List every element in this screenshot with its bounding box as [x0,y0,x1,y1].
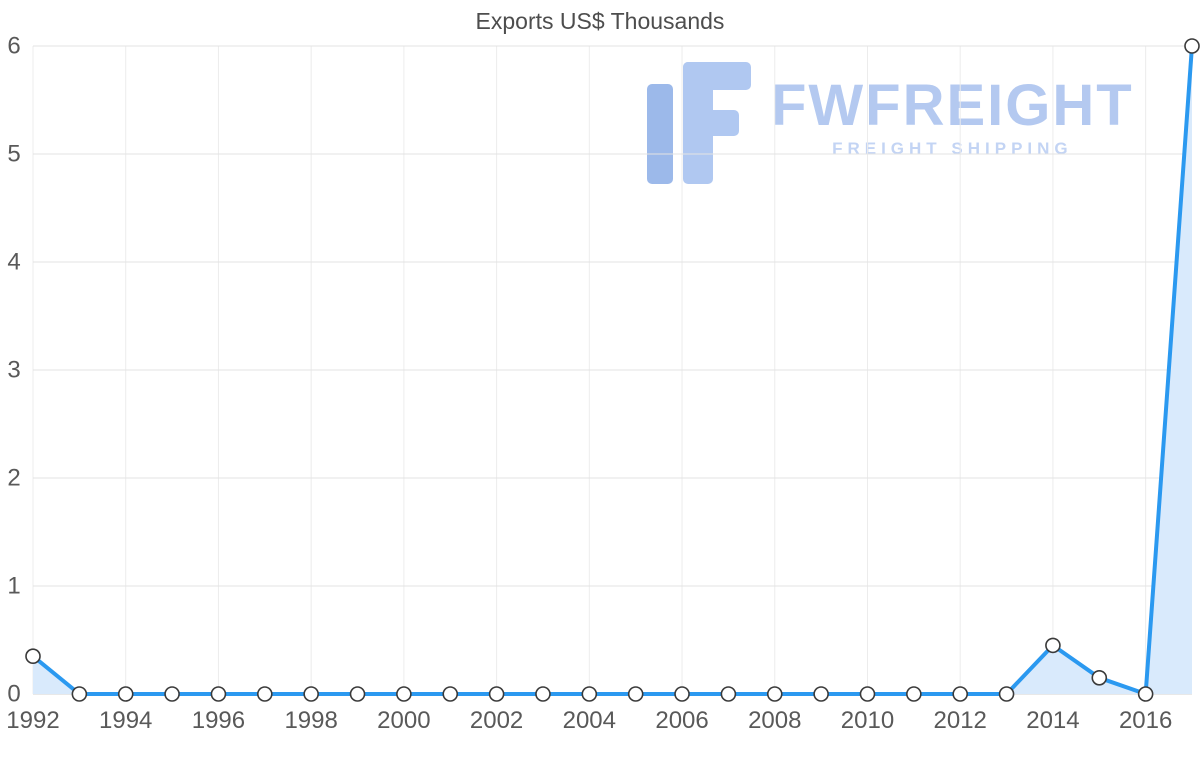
data-point[interactable] [906,686,922,702]
y-tick-label: 0 [7,681,20,708]
data-point[interactable] [535,686,551,702]
data-point[interactable] [256,686,273,702]
data-point[interactable] [859,686,876,702]
chart-title: Exports US$ Thousands [475,8,725,34]
data-point[interactable] [25,648,41,665]
data-point[interactable] [998,686,1015,702]
x-tick-label: 2012 [934,707,987,734]
data-point[interactable] [813,686,829,702]
data-point[interactable] [303,686,319,702]
y-tick-label: 5 [7,141,20,168]
x-tick-label: 2016 [1119,707,1172,734]
x-tick-label: 1996 [192,707,245,734]
x-tick-label: 2002 [470,707,523,734]
data-point[interactable] [674,686,690,702]
data-point[interactable] [627,686,644,702]
data-point[interactable] [1091,669,1108,686]
y-tick-label: 2 [7,465,20,492]
x-tick-label: 1998 [284,707,337,734]
data-point[interactable] [349,686,366,702]
data-point[interactable] [766,686,783,702]
data-point[interactable] [488,686,505,702]
data-point[interactable] [1184,38,1200,54]
data-point[interactable] [581,686,598,702]
x-tick-label: 2010 [841,707,894,734]
data-point[interactable] [396,686,412,702]
watermark-brand: FWFREIGHT [771,73,1134,138]
x-tick-label: 2008 [748,707,801,734]
data-point[interactable] [164,686,180,702]
data-point[interactable] [720,686,737,702]
x-tick-label: 2014 [1026,707,1079,734]
data-point[interactable] [442,686,459,702]
data-point[interactable] [117,686,134,702]
watermark-tagline: FREIGHT SHIPPING [832,138,1073,158]
x-tick-label: 2006 [655,707,708,734]
data-point[interactable] [1137,686,1154,702]
y-tick-label: 4 [7,249,20,276]
data-point[interactable] [71,686,88,702]
x-tick-label: 1994 [99,707,152,734]
x-tick-label: 1992 [6,707,59,734]
data-point[interactable] [952,686,969,702]
y-tick-label: 3 [7,357,20,384]
x-tick-label: 2000 [377,707,430,734]
y-tick-label: 6 [7,33,20,60]
data-point[interactable] [210,686,227,702]
x-tick-label: 2004 [563,707,616,734]
watermark-text: FWFREIGHT FREIGHT SHIPPING [771,60,1134,159]
data-point[interactable] [1045,637,1061,654]
y-tick-label: 1 [7,573,20,600]
